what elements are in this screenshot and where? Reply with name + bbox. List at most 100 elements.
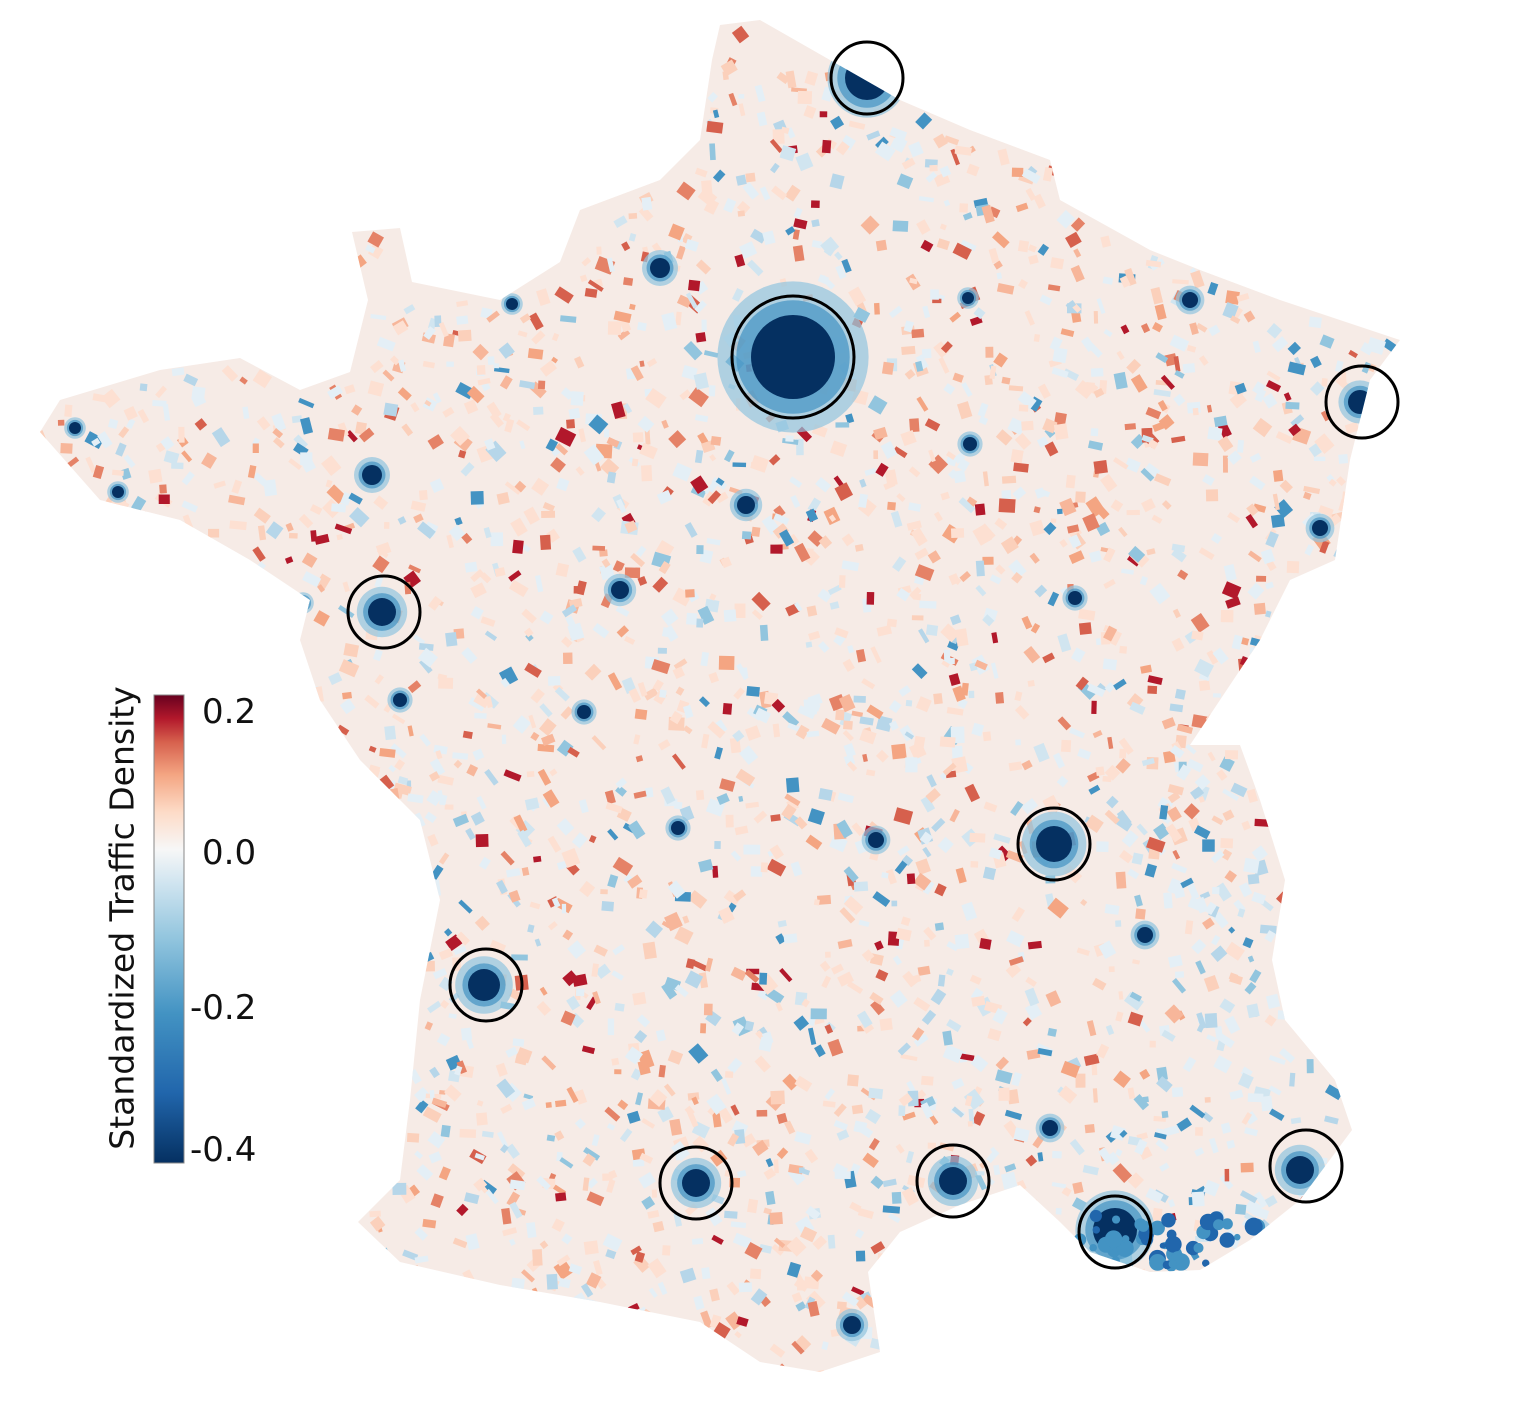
map-cell — [562, 652, 573, 665]
map-cell — [906, 520, 922, 531]
map-cell — [470, 582, 487, 599]
map-cell — [466, 385, 485, 404]
map-cell — [1218, 1033, 1235, 1049]
map-cell — [720, 59, 738, 77]
map-cell — [1212, 886, 1220, 895]
map-cell — [367, 380, 385, 397]
map-cell — [539, 1240, 549, 1250]
map-cell — [1171, 435, 1186, 444]
map-cell — [633, 790, 647, 799]
map-cell — [474, 915, 490, 931]
map-cell — [1095, 638, 1101, 646]
map-cell — [645, 387, 667, 409]
urban-area — [962, 292, 974, 304]
map-cell — [1176, 764, 1192, 781]
map-cell — [1266, 560, 1277, 572]
map-cell — [1131, 852, 1144, 865]
map-cell — [337, 422, 349, 438]
map-cell — [658, 560, 671, 575]
map-cell — [705, 1207, 723, 1227]
map-cell — [869, 992, 884, 1005]
map-cell — [1115, 871, 1127, 889]
map-cell — [1306, 1059, 1314, 1074]
map-cell — [1266, 323, 1283, 339]
colorbar-label: Standardized Traffic Density — [102, 686, 142, 1150]
map-cell — [772, 129, 785, 144]
map-cell — [971, 722, 985, 737]
map-cell — [542, 789, 560, 808]
map-cell — [679, 1267, 697, 1284]
map-cell — [508, 890, 521, 903]
map-cell — [1133, 1094, 1150, 1111]
map-cell — [422, 360, 435, 369]
map-cell — [888, 700, 902, 714]
map-cell — [955, 628, 969, 647]
map-cell — [1194, 774, 1211, 791]
map-cell — [1014, 691, 1023, 702]
map-cell — [919, 831, 933, 845]
map-cell — [1192, 452, 1209, 467]
map-cell — [888, 720, 899, 731]
map-cell — [612, 856, 634, 876]
map-cell — [905, 699, 913, 707]
map-cell — [519, 313, 531, 324]
map-cell — [907, 1090, 919, 1107]
map-cell — [942, 762, 957, 776]
map-cell — [801, 1168, 811, 1176]
map-cell — [1034, 487, 1046, 499]
map-cell — [595, 963, 611, 980]
map-cell — [428, 595, 443, 611]
map-cell — [967, 1121, 973, 1127]
map-cell — [429, 771, 440, 782]
map-cell — [1092, 1088, 1098, 1103]
map-cell — [920, 239, 934, 253]
map-cell — [1224, 870, 1237, 883]
map-cell — [1021, 168, 1041, 185]
map-cell — [793, 207, 803, 219]
map-cell — [738, 94, 745, 99]
map-cell — [575, 988, 585, 997]
map-cell — [1265, 581, 1275, 590]
map-cell — [736, 1316, 749, 1327]
map-cell — [1121, 568, 1135, 575]
map-cell — [1336, 476, 1347, 487]
map-cell — [92, 464, 105, 480]
map-cell — [445, 631, 458, 647]
map-cell — [943, 383, 956, 395]
map-cell — [505, 1143, 520, 1159]
map-cell — [859, 478, 867, 488]
map-cell — [1047, 897, 1069, 919]
map-cell — [989, 365, 997, 380]
map-cell — [737, 210, 746, 217]
map-cell — [780, 126, 790, 135]
map-cell — [1313, 456, 1326, 462]
map-cell — [1252, 340, 1261, 354]
map-cell — [900, 429, 917, 447]
map-cell — [664, 911, 683, 932]
map-cell — [372, 555, 390, 574]
map-cell — [582, 1177, 590, 1191]
map-cell — [701, 733, 710, 749]
map-cell — [644, 428, 651, 445]
map-cell — [593, 944, 608, 957]
map-cell — [961, 382, 973, 398]
map-cell — [379, 748, 396, 758]
map-cell — [1001, 376, 1011, 385]
map-cell — [181, 471, 195, 486]
map-cell — [1119, 645, 1128, 654]
map-cell — [746, 685, 760, 697]
map-cell — [660, 608, 679, 627]
map-cell — [1287, 361, 1307, 376]
map-cell — [874, 141, 896, 162]
map-cell — [527, 348, 544, 360]
map-cell — [684, 522, 698, 538]
map-cell — [1090, 367, 1104, 377]
map-cell — [934, 922, 945, 931]
map-cell — [745, 172, 756, 183]
map-cell — [843, 866, 859, 883]
map-cell — [891, 1191, 902, 1204]
map-cell — [536, 1000, 552, 1016]
map-cell — [638, 206, 654, 222]
map-cell — [566, 995, 581, 1011]
urban-area — [1286, 1156, 1314, 1184]
